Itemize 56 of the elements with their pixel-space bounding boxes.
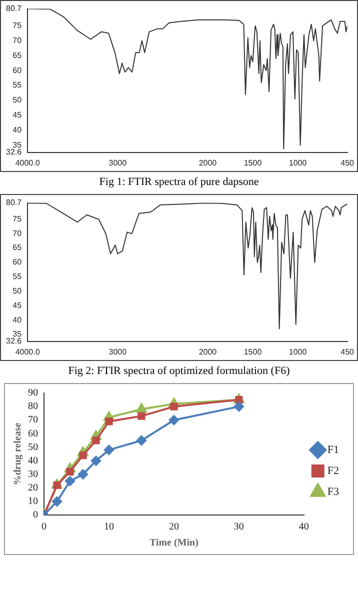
y-tick-label: 80.7 (6, 198, 22, 208)
caption: Fig 2: FTIR spectra of optimized formulation (F6) (67, 365, 291, 377)
x-tick-label: 1000 (288, 347, 308, 356)
y-tick-label: 60 (12, 258, 22, 267)
y-tick-label: 70 (28, 414, 38, 426)
caption: Fig 1: FTIR spectra of pure dapsone (98, 176, 260, 188)
y-tick-label: 40 (12, 126, 22, 135)
x-tick-label: 2000 (198, 158, 218, 168)
x-axis-title: Time (Min) (149, 538, 198, 549)
y-tick-label: 55 (12, 272, 22, 282)
y-tick-label: 55 (12, 80, 22, 90)
y-tick-label: 45 (12, 110, 22, 120)
y-tick-label: 20 (28, 482, 38, 494)
y-tick-label: 50 (28, 442, 38, 453)
y-tick-label: 40 (28, 455, 38, 466)
legend-label: F3 (327, 486, 340, 498)
x-tick-label: 4000.0 (15, 347, 40, 356)
y-tick-label: 32.6 (6, 148, 22, 157)
x-tick-label: 10 (104, 522, 114, 533)
y-tick-label: 32.6 (6, 336, 22, 346)
x-tick-label: 450 (340, 158, 355, 168)
x-tick-label: 20 (168, 522, 179, 533)
y-tick-label: 75 (12, 21, 22, 30)
legend-label: F1 (327, 444, 340, 456)
x-tick-label: 3000 (108, 347, 128, 356)
x-tick-label: 1500 (244, 347, 262, 356)
y-tick-label: 50 (12, 286, 22, 296)
y-tick-label: 50 (12, 96, 22, 105)
y-tick-label: 70 (12, 228, 22, 238)
y-tick-label: 60 (12, 66, 22, 75)
x-tick-label: 40 (298, 522, 309, 533)
x-tick-label: 30 (234, 522, 244, 533)
y-tick-label: 65 (12, 243, 22, 252)
y-tick-label: 35 (12, 330, 22, 339)
y-tick-label: 60 (28, 428, 38, 440)
y-axis-title: %drug release (12, 422, 24, 486)
y-tick-label: 80 (28, 401, 38, 412)
y-tick-label: 40 (12, 315, 22, 324)
y-tick-label: 65 (12, 50, 22, 60)
y-tick-label: 45 (12, 300, 22, 310)
y-tick-label: 0 (33, 510, 38, 521)
y-tick-label: 90 (28, 388, 38, 399)
y-tick-label: 30 (28, 468, 38, 480)
y-tick-label: 35 (12, 140, 22, 150)
x-tick-label: 2000 (198, 347, 218, 356)
x-tick-label: 1500 (244, 158, 262, 168)
y-tick-label: 10 (28, 496, 38, 508)
x-tick-label: 0 (42, 522, 46, 533)
x-tick-label: 1000 (288, 158, 308, 168)
y-tick-label: 70 (12, 36, 22, 45)
x-tick-label: 450 (340, 347, 355, 356)
y-tick-label: 80.7 (6, 4, 22, 14)
y-tick-label: 75 (12, 214, 22, 224)
legend-label: F2 (327, 464, 340, 477)
x-tick-label: 3000 (108, 158, 128, 168)
x-tick-label: 4000.0 (15, 158, 40, 168)
